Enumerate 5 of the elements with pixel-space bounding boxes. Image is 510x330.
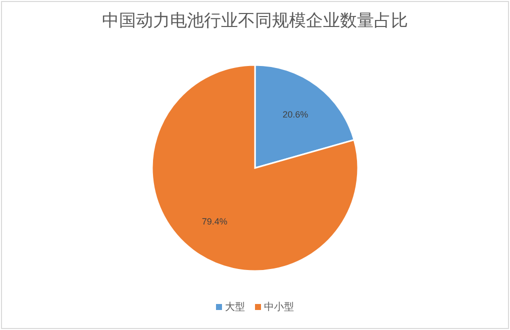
legend-label: 大型: [225, 301, 245, 313]
chart-title: 中国动力电池行业不同规模企业数量占比: [102, 11, 408, 30]
data-label: 20.6%: [282, 110, 308, 120]
legend-label: 中小型: [264, 301, 294, 313]
data-label: 79.4%: [202, 216, 228, 226]
